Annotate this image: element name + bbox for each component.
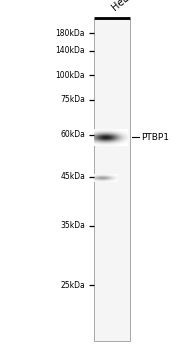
Text: 140kDa: 140kDa	[55, 46, 85, 55]
Text: 100kDa: 100kDa	[55, 71, 85, 80]
Text: 45kDa: 45kDa	[60, 172, 85, 181]
Text: 60kDa: 60kDa	[60, 130, 85, 139]
Text: PTBP1: PTBP1	[141, 133, 169, 142]
Text: HeLa: HeLa	[109, 0, 135, 13]
Text: 25kDa: 25kDa	[60, 281, 85, 290]
Text: 75kDa: 75kDa	[60, 95, 85, 104]
Text: 180kDa: 180kDa	[56, 29, 85, 38]
Text: 35kDa: 35kDa	[60, 221, 85, 230]
FancyBboxPatch shape	[94, 19, 130, 341]
